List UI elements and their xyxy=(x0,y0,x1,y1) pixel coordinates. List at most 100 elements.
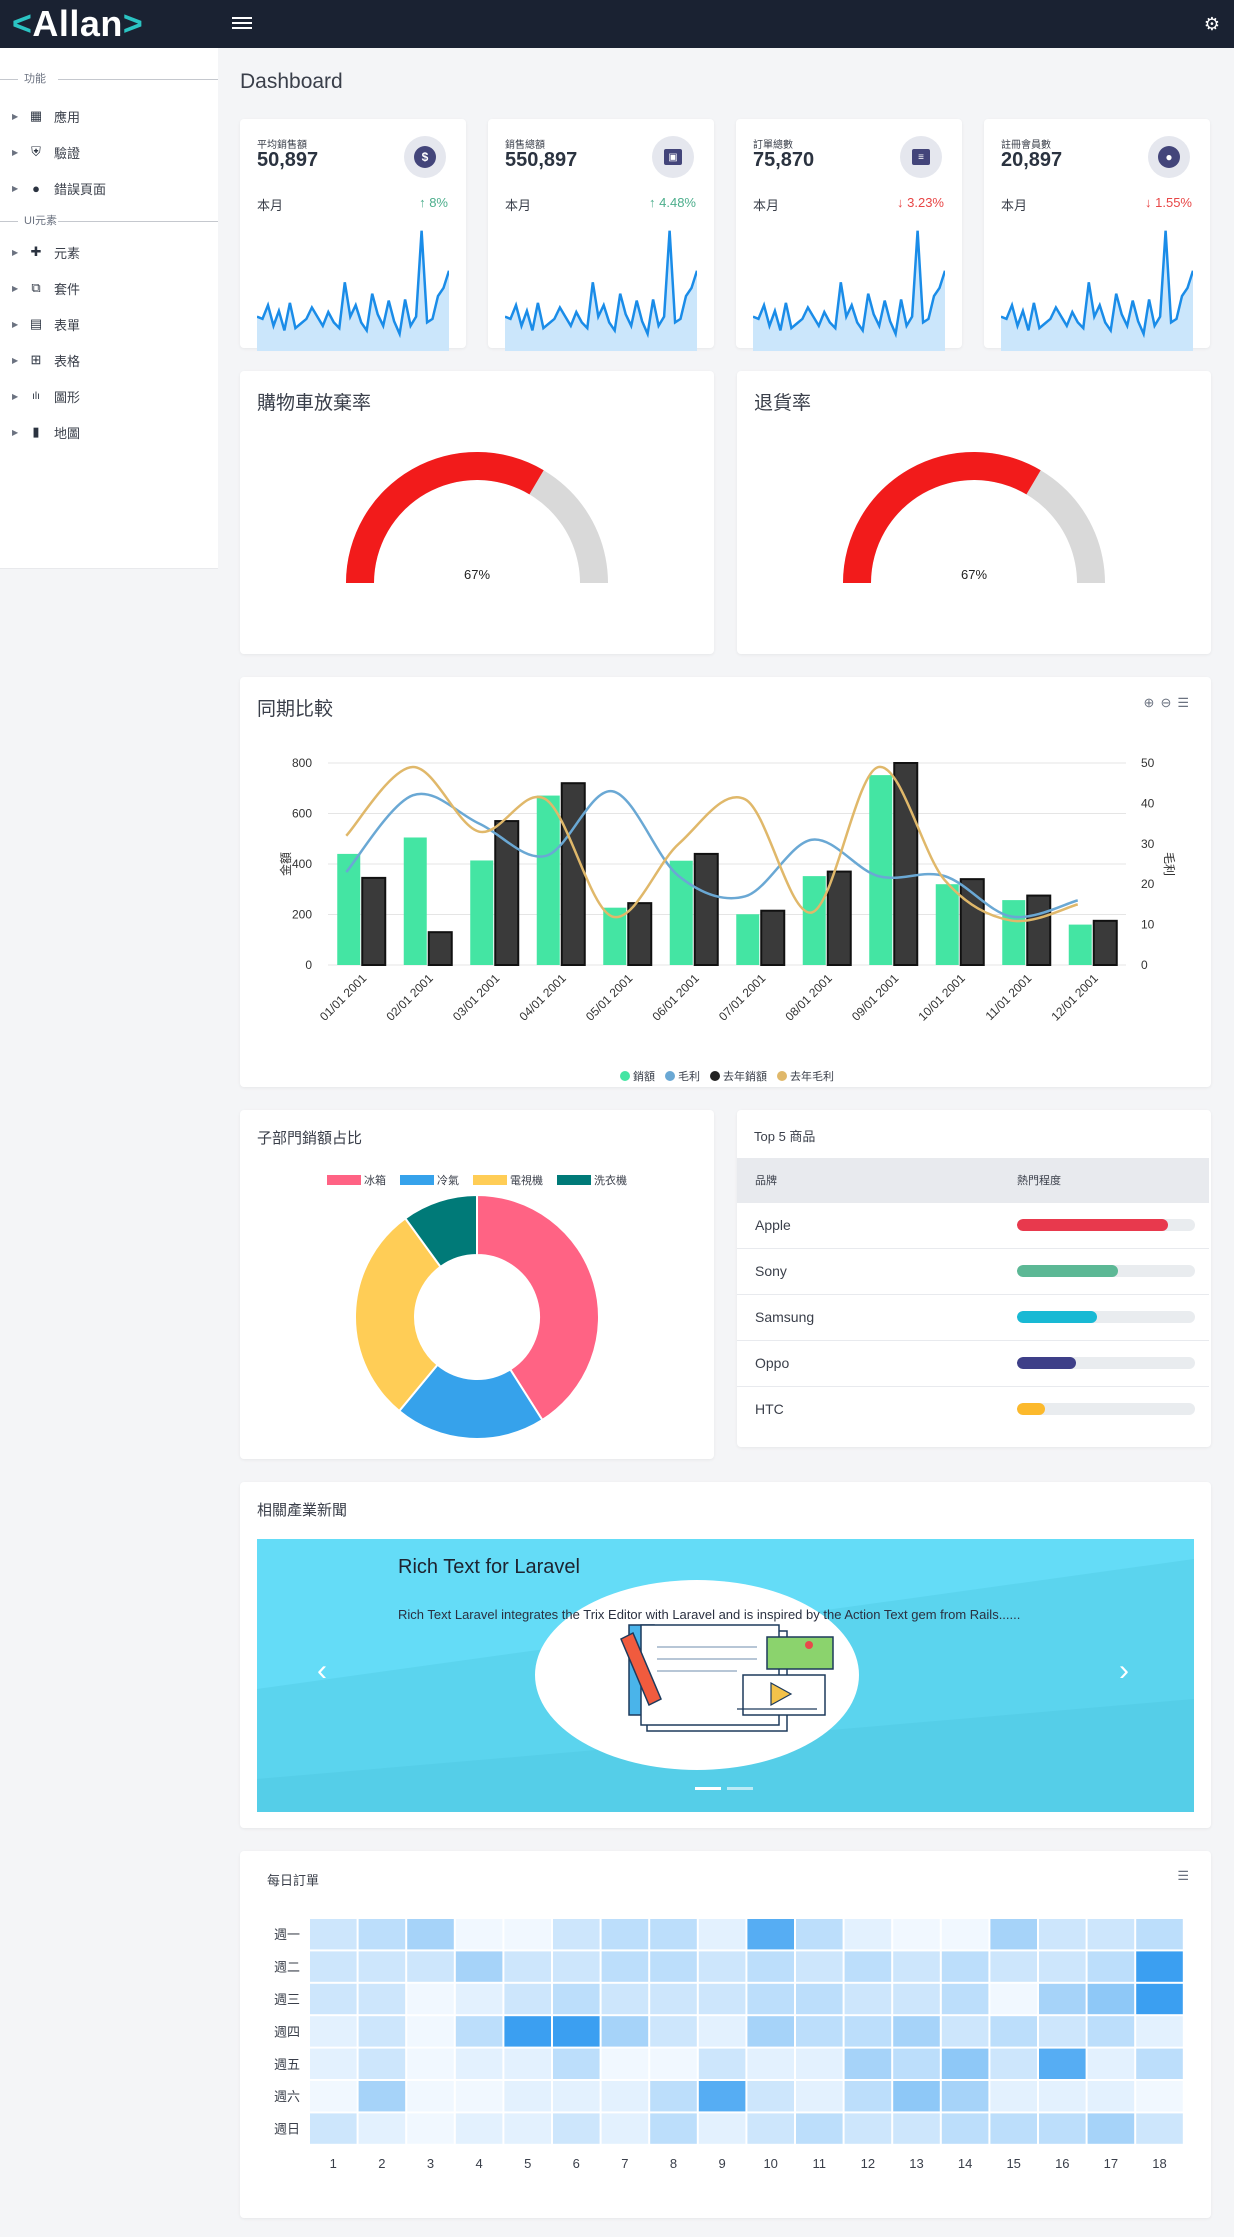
heatmap-cell xyxy=(358,2113,406,2144)
heatmap-cell xyxy=(941,2081,989,2112)
heatmap-cell xyxy=(553,2113,600,2144)
heatmap-cell xyxy=(407,2081,454,2112)
heatmap-cell xyxy=(553,2048,600,2079)
donut-slice xyxy=(403,1193,478,1269)
sidebar-item-auth[interactable]: ▶ ⛨ 驗證 xyxy=(0,134,218,170)
card-title: 退貨率 xyxy=(754,393,812,414)
sidebar-item-charts[interactable]: ▶ ılı 圖形 xyxy=(0,378,218,414)
package-icon: ⧉ xyxy=(31,280,41,295)
dollar-icon: $ xyxy=(404,136,446,178)
legend-item-prev-sales[interactable]: 去年銷額 xyxy=(710,1068,767,1084)
arrow-up-icon: ↑ xyxy=(649,195,660,210)
legend-item-sales[interactable]: 銷額 xyxy=(620,1068,655,1084)
bar-prev-sales xyxy=(560,782,586,966)
heatmap-row-label: 週六 xyxy=(274,2089,300,2104)
stat-value: 550,897 xyxy=(505,149,578,171)
y2-tick-label: 20 xyxy=(1141,877,1155,891)
bar-prev-sales xyxy=(627,902,653,966)
heatmap-cell xyxy=(358,1983,406,2015)
card-title: 子部門銷額占比 xyxy=(257,1130,363,1147)
legend-item-ac[interactable]: 冷氣 xyxy=(400,1172,459,1188)
heatmap-cell xyxy=(747,1919,794,1950)
heatmap-cell xyxy=(747,1983,794,2015)
card-title: 購物車放棄率 xyxy=(257,393,372,414)
sidebar-item-errors[interactable]: ▶ ● 錯誤頁面 xyxy=(0,170,218,206)
heatmap-cell xyxy=(504,1919,551,1950)
heatmap-cell xyxy=(504,1983,551,2015)
heatmap-cell xyxy=(601,2081,649,2112)
gauge-chart xyxy=(346,452,608,583)
news-carousel[interactable]: Rich Text for Laravel Rich Text Laravel … xyxy=(257,1539,1194,1812)
heatmap-cell xyxy=(990,2081,1037,2112)
heatmap-cell xyxy=(796,1919,843,1950)
heatmap-cell xyxy=(650,1951,697,1982)
heatmap-cell xyxy=(407,2048,454,2079)
heatmap-cell xyxy=(1087,1951,1135,1982)
heatmap-cell xyxy=(455,1919,503,1950)
sidebar-item-packages[interactable]: ▶ ⧉ 套件 xyxy=(0,270,218,306)
y-tick-label: 600 xyxy=(292,807,312,821)
stat-card-avg-sales: 平均銷售額 50,897 $ 本月 ↑ 8% xyxy=(240,119,466,351)
popularity-bar xyxy=(1017,1403,1195,1416)
sidebar-item-label: 錯誤頁面 xyxy=(54,181,107,197)
carousel-indicator[interactable] xyxy=(727,1787,753,1790)
heatmap-cell xyxy=(1136,2081,1183,2112)
sidebar-item-label: 應用 xyxy=(54,109,81,125)
carousel-prev-button[interactable]: ‹ xyxy=(317,1654,327,1687)
sidebar-item-forms[interactable]: ▶ ▤ 表單 xyxy=(0,306,218,342)
heatmap-row-label: 週四 xyxy=(274,2024,300,2039)
bar-prev-sales xyxy=(826,870,852,966)
sparkline-line xyxy=(257,230,449,339)
legend-item-fridge[interactable]: 冰箱 xyxy=(327,1172,386,1188)
page-title: Dashboard xyxy=(240,70,343,93)
heatmap-cell xyxy=(310,2081,357,2112)
legend-item-washer[interactable]: 洗衣機 xyxy=(557,1172,627,1188)
legend-item-profit[interactable]: 毛利 xyxy=(665,1068,700,1084)
menu-icon[interactable]: ☰ xyxy=(1177,1868,1189,1883)
menu-toggle-icon[interactable] xyxy=(232,14,252,34)
gear-icon[interactable]: ⚙ xyxy=(1203,14,1221,34)
legend-swatch xyxy=(557,1175,591,1185)
sidebar-item-apps[interactable]: ▶ ▦ 應用 xyxy=(0,98,218,134)
heatmap-cell xyxy=(747,1951,794,1982)
stat-period: 本月 xyxy=(1001,198,1028,213)
dept-share-card: 子部門銷額占比 冰箱 冷氣 電視機 洗衣機 xyxy=(240,1110,714,1459)
stat-label: 平均銷售額 xyxy=(257,140,307,151)
stat-value: 50,897 xyxy=(257,149,319,171)
bar-sales xyxy=(669,860,693,965)
zoom-in-icon[interactable]: ⊕ xyxy=(1143,695,1155,710)
heatmap-cell xyxy=(941,1919,989,1950)
arrow-down-icon: ↓ xyxy=(1145,195,1156,210)
news-slide-title[interactable]: Rich Text for Laravel xyxy=(398,1556,580,1578)
sidebar-item-maps[interactable]: ▶ ▮ 地圖 xyxy=(0,414,218,450)
popularity-bar-fill xyxy=(1017,1219,1169,1231)
heatmap-cell xyxy=(553,1983,600,2015)
sidebar-item-tables[interactable]: ▶ ⊞ 表格 xyxy=(0,342,218,378)
legend-item-prev-profit[interactable]: 去年毛利 xyxy=(777,1068,834,1084)
sparkline-chart xyxy=(753,230,945,351)
x-tick-label: 01/01 2001 xyxy=(317,971,370,1024)
sidebar-item-elements[interactable]: ▶ ✚ 元素 xyxy=(0,234,218,270)
chevron-right-icon: ▶ xyxy=(12,391,19,401)
table-row: Samsung xyxy=(737,1293,1209,1340)
heatmap-col-label: 5 xyxy=(524,2156,531,2171)
top5-card: Top 5 商品 品牌 熱門程度 Apple Sony Samsung Oppo HTC xyxy=(737,1110,1211,1447)
user-icon: ● xyxy=(1148,136,1190,178)
heatmap-cell xyxy=(1136,2016,1183,2047)
carousel-indicator[interactable] xyxy=(695,1787,721,1790)
heatmap-row-label: 週日 xyxy=(274,2122,300,2137)
bar-sales xyxy=(935,884,959,965)
brand-logo[interactable]: < Allan > xyxy=(12,3,144,44)
receipt-icon: ≡ xyxy=(900,136,942,178)
brand-cell: Samsung xyxy=(737,1293,999,1340)
line-prev-profit xyxy=(345,765,1079,923)
popularity-cell xyxy=(999,1385,1209,1432)
popularity-cell xyxy=(999,1339,1209,1386)
heatmap-cell xyxy=(504,1951,551,1982)
heatmap-cell xyxy=(893,1919,940,1950)
zoom-out-icon[interactable]: ⊖ xyxy=(1160,695,1172,710)
carousel-next-button[interactable]: › xyxy=(1119,1654,1129,1687)
menu-icon[interactable]: ☰ xyxy=(1177,695,1189,710)
legend-item-tv[interactable]: 電視機 xyxy=(473,1172,543,1188)
bar-prev-sales xyxy=(427,931,453,967)
